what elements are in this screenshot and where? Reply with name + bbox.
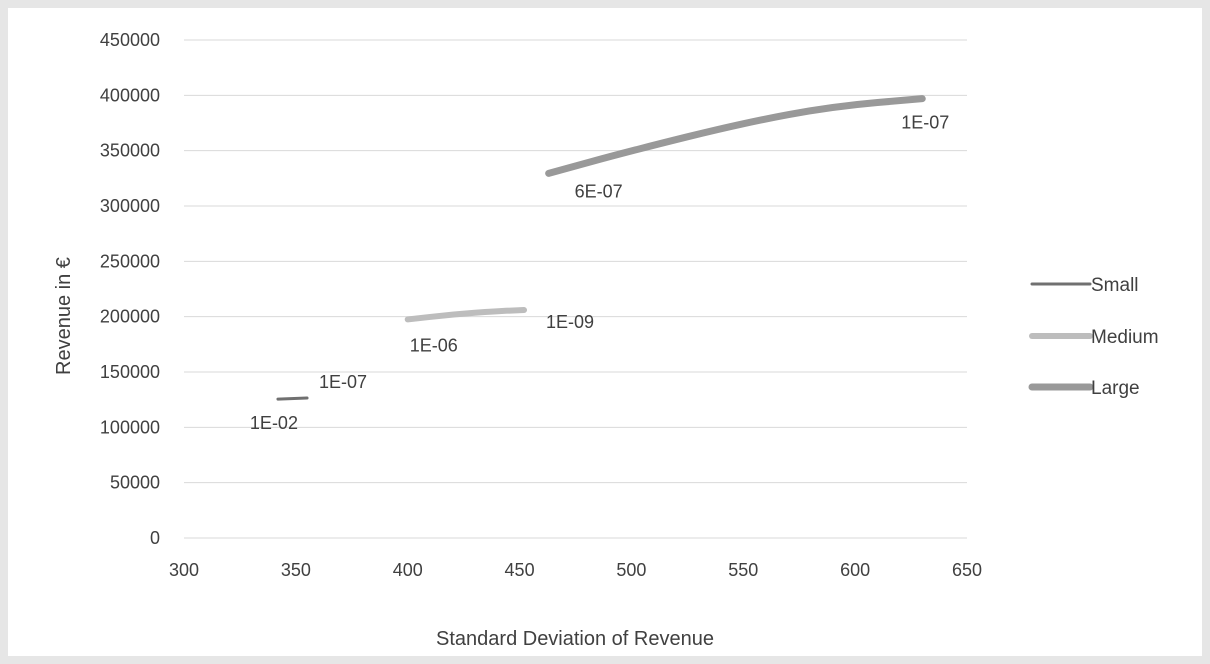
x-tick-label: 600: [840, 560, 870, 580]
x-axis-ticks: 300 350 400 450 500 550 600 650: [169, 560, 982, 580]
series-line-small: [276, 396, 309, 401]
x-tick-label: 550: [728, 560, 758, 580]
x-tick-label: 400: [393, 560, 423, 580]
data-label: 1E-02: [250, 413, 298, 433]
y-tick-label: 150000: [100, 362, 160, 382]
x-tick-label: 350: [281, 560, 311, 580]
y-tick-label: 0: [150, 528, 160, 548]
y-tick-label: 200000: [100, 307, 160, 327]
x-axis-title: Standard Deviation of Revenue: [436, 628, 714, 650]
x-tick-label: 300: [169, 560, 199, 580]
legend: Small Medium Large: [1028, 275, 1159, 399]
x-tick-label: 500: [616, 560, 646, 580]
legend-label-medium: Medium: [1091, 327, 1159, 348]
y-tick-label: 300000: [100, 196, 160, 216]
data-labels: 1E-02 1E-07 1E-06 1E-09 6E-07 1E-07: [250, 113, 949, 433]
x-tick-label: 450: [505, 560, 535, 580]
data-label: 1E-06: [410, 335, 458, 355]
y-tick-label: 250000: [100, 251, 160, 271]
legend-label-large: Large: [1091, 378, 1140, 399]
series-line-large: [545, 95, 926, 177]
y-tick-label: 400000: [100, 85, 160, 105]
legend-label-small: Small: [1091, 275, 1139, 296]
data-label: 1E-09: [546, 312, 594, 332]
data-label: 6E-07: [575, 181, 623, 201]
series-lines: [276, 95, 926, 401]
y-tick-label: 350000: [100, 141, 160, 161]
series-line-medium: [404, 307, 528, 323]
y-tick-label: 450000: [100, 30, 160, 50]
gridlines: [184, 39, 967, 539]
data-label: 1E-07: [319, 372, 367, 392]
data-label: 1E-07: [901, 113, 949, 133]
y-axis-title: Revenue in €: [53, 257, 75, 375]
y-tick-label: 100000: [100, 417, 160, 437]
y-axis-ticks: 0 50000 100000 150000 200000 250000 300000 3500…: [100, 30, 160, 548]
y-tick-label: 50000: [110, 473, 160, 493]
x-tick-label: 650: [952, 560, 982, 580]
